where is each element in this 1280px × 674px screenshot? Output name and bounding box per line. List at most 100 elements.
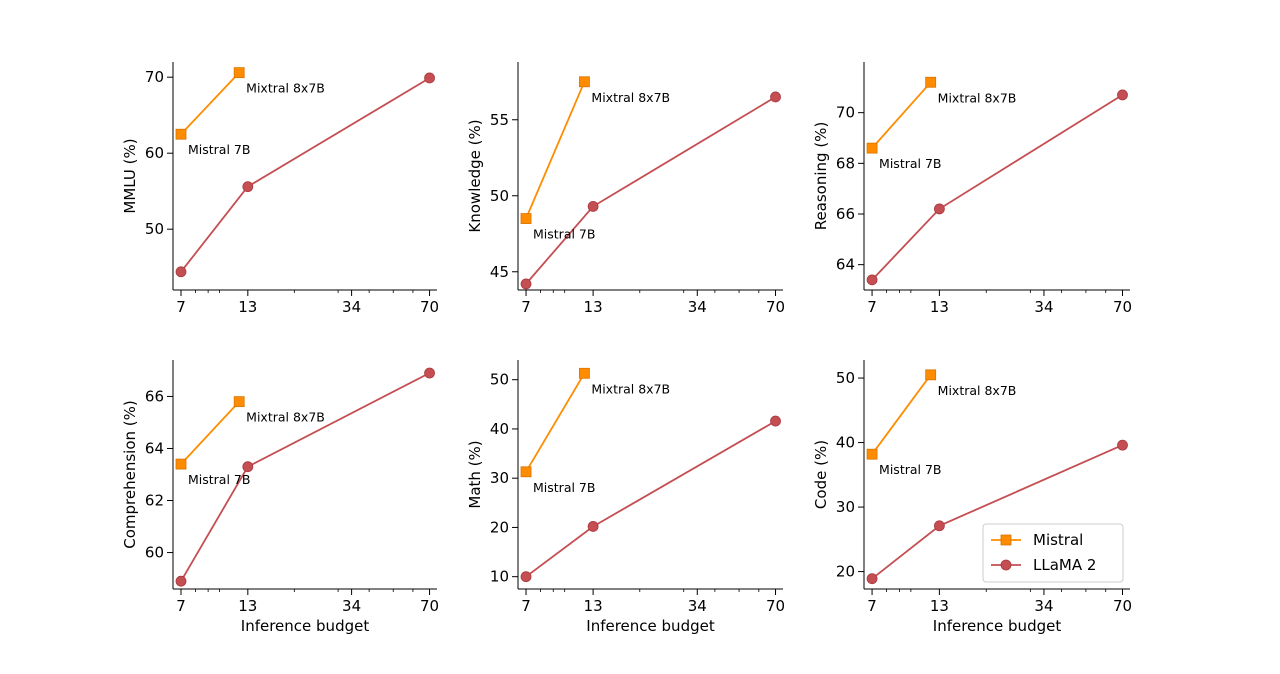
mistral-point xyxy=(925,76,937,88)
llama-2-point xyxy=(770,91,781,103)
x-tick-label: 7 xyxy=(521,298,531,316)
y-tick-label: 70 xyxy=(836,104,855,122)
llama-2-point xyxy=(520,571,532,583)
x-tick-label: 70 xyxy=(766,298,785,316)
x-tick-label: 7 xyxy=(176,298,186,316)
data-annotation: Mixtral 8x7B xyxy=(938,383,1017,398)
mistral-point xyxy=(520,213,532,224)
data-annotation: Mistral 7B xyxy=(533,227,595,242)
x-tick-label: 34 xyxy=(1034,597,1053,615)
y-tick-label: 70 xyxy=(145,68,164,86)
y-tick-label: 66 xyxy=(836,205,855,223)
data-annotation: Mistral 7B xyxy=(188,472,250,487)
x-tick-label: 7 xyxy=(867,597,877,615)
llama-2-point xyxy=(242,181,254,193)
data-annotation: Mixtral 8x7B xyxy=(246,81,325,96)
y-axis-label: Reasoning (%) xyxy=(812,122,830,231)
x-axis-label: Inference budget xyxy=(586,617,715,635)
y-tick-label: 20 xyxy=(490,518,509,536)
legend-mistral-label: Mistral xyxy=(1033,531,1083,549)
y-axis-label: Comprehension (%) xyxy=(121,400,139,548)
mistral-line xyxy=(871,81,932,149)
y-tick-label: 60 xyxy=(145,544,164,562)
llama-2-point xyxy=(1117,439,1128,451)
legend-mistral-marker xyxy=(1000,534,1012,546)
y-tick-label: 10 xyxy=(490,568,509,586)
llama-2-point xyxy=(424,367,435,379)
mistral-point xyxy=(233,396,245,408)
data-annotation: Mistral 7B xyxy=(533,480,595,495)
subplot-4: 7 13 34 70 60 62 64 66 Comprehension (%) Inferenc… xyxy=(121,360,439,635)
mistral-line xyxy=(180,400,240,465)
y-tick-label: 68 xyxy=(836,154,855,172)
y-tick-label: 50 xyxy=(490,187,509,205)
x-tick-label: 70 xyxy=(1113,298,1132,316)
y-tick-label: 62 xyxy=(145,492,164,510)
llama-2-point xyxy=(933,520,945,532)
mistral-point xyxy=(866,448,878,460)
llama-2-line xyxy=(871,94,1123,281)
llama-2-point xyxy=(770,415,781,427)
y-tick-label: 40 xyxy=(490,420,509,438)
mistral-point xyxy=(925,369,937,381)
y-tick-label: 60 xyxy=(145,144,164,162)
y-tick-label: 50 xyxy=(145,220,164,238)
y-axis-label: Math (%) xyxy=(466,440,484,508)
llama-2-point xyxy=(175,575,187,587)
x-tick-label: 34 xyxy=(688,597,707,615)
mistral-point xyxy=(579,76,590,88)
mistral-line xyxy=(180,71,240,135)
llama-2-point xyxy=(175,266,187,278)
data-annotation: Mixtral 8x7B xyxy=(591,90,670,105)
legend-llama-2-marker xyxy=(1000,559,1012,571)
x-tick-label: 34 xyxy=(688,298,707,316)
mistral-line xyxy=(525,372,586,473)
x-tick-label: 7 xyxy=(521,597,531,615)
x-tick-label: 13 xyxy=(584,597,603,615)
x-tick-label: 34 xyxy=(1034,298,1053,316)
data-annotation: Mistral 7B xyxy=(188,142,250,157)
llama-2-point xyxy=(866,573,878,585)
llama-2-point xyxy=(866,274,878,286)
x-tick-label: 70 xyxy=(766,597,785,615)
data-annotation: Mixtral 8x7B xyxy=(246,410,325,425)
data-annotation: Mistral 7B xyxy=(879,462,941,477)
x-tick-label: 34 xyxy=(342,298,361,316)
subplot-1: 7 13 34 70 50 60 70 MMLU (%) Mistral 7B Mixtral 8… xyxy=(121,62,439,316)
legend-box xyxy=(982,523,1124,583)
y-tick-label: 30 xyxy=(836,498,855,516)
x-tick-label: 13 xyxy=(930,298,949,316)
llama-2-point xyxy=(933,203,945,215)
x-tick-label: 70 xyxy=(420,597,439,615)
llama-2-line xyxy=(525,420,776,578)
y-tick-label: 20 xyxy=(836,563,855,581)
llama-2-point xyxy=(242,461,254,473)
mistral-point xyxy=(579,367,590,379)
x-tick-label: 13 xyxy=(238,597,257,615)
x-tick-label: 13 xyxy=(238,298,257,316)
y-axis-label: Knowledge (%) xyxy=(466,119,484,232)
llama-2-point xyxy=(1117,89,1128,101)
x-tick-label: 7 xyxy=(176,597,186,615)
subplot-3: 7 13 34 70 64 66 68 70 Reasoning (%) Mistral 7B Mi… xyxy=(812,62,1132,316)
y-tick-label: 64 xyxy=(145,439,164,457)
x-tick-label: 34 xyxy=(342,597,361,615)
data-annotation: Mixtral 8x7B xyxy=(591,381,670,396)
llama-2-point xyxy=(424,72,435,84)
y-tick-label: 64 xyxy=(836,256,855,274)
llama-2-line xyxy=(180,77,431,273)
y-tick-label: 45 xyxy=(490,263,509,281)
mistral-point xyxy=(175,128,187,140)
mistral-line xyxy=(871,374,932,455)
llama-2-line xyxy=(525,96,776,285)
subplot-5: 7 13 34 70 10 20 30 40 50 Math (%) Inference budge… xyxy=(466,360,785,635)
mistral-point xyxy=(520,466,532,478)
data-annotation: Mixtral 8x7B xyxy=(938,90,1017,105)
mistral-point xyxy=(175,458,187,470)
llama-2-point xyxy=(587,200,599,212)
mistral-point xyxy=(866,142,878,154)
y-axis-label: MMLU (%) xyxy=(121,138,139,213)
llama-2-point xyxy=(587,521,599,532)
legend: Mistral LLaMA 2 xyxy=(982,523,1124,583)
